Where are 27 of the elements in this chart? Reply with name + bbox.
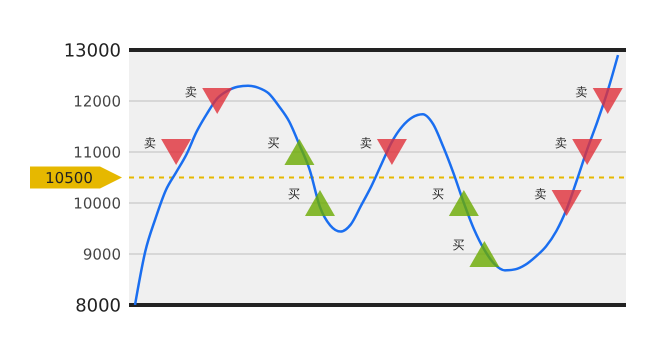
text: 卖 <box>185 85 198 99</box>
text: 卖 <box>555 136 568 150</box>
point <box>376 139 407 165</box>
point <box>304 190 335 216</box>
point <box>552 190 582 216</box>
y-tick-label: 13000 <box>64 40 121 62</box>
point <box>572 139 602 165</box>
point <box>161 139 192 165</box>
ref-line-label: 10500 <box>45 168 93 187</box>
point <box>469 241 500 267</box>
y-tick-label: 12000 <box>73 92 121 110</box>
text: 卖 <box>360 136 372 150</box>
text: 买 <box>432 187 444 201</box>
point <box>284 139 314 165</box>
y-tick-label: 10000 <box>73 194 121 212</box>
y-tick-label: 9000 <box>82 245 121 264</box>
point <box>448 190 479 216</box>
text: 卖 <box>576 85 588 99</box>
text: 卖 <box>534 187 547 201</box>
point <box>202 88 232 114</box>
y-tick-label: 11000 <box>73 143 121 162</box>
y-tick-label: 8000 <box>75 295 121 316</box>
series-label: 买 <box>267 136 280 150</box>
point <box>592 88 623 114</box>
text: 买 <box>288 187 300 201</box>
series-label: 卖 <box>144 136 156 150</box>
text: 买 <box>452 238 464 252</box>
